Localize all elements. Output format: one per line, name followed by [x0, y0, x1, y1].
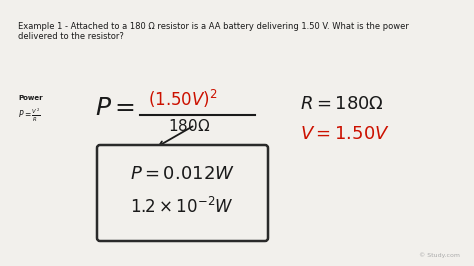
Text: © Study.com: © Study.com: [419, 252, 460, 258]
Text: $\it{P}=$: $\it{P}=$: [95, 96, 135, 120]
Text: $P=\frac{V^2}{R}$: $P=\frac{V^2}{R}$: [18, 107, 41, 124]
Text: $(1.50V)^2$: $(1.50V)^2$: [148, 88, 218, 110]
Text: $\it{P}=0.012W$: $\it{P}=0.012W$: [129, 165, 235, 183]
Text: Power: Power: [18, 95, 43, 101]
Text: Example 1 - Attached to a 180 Ω resistor is a AA battery delivering 1.50 V. What: Example 1 - Attached to a 180 Ω resistor…: [18, 22, 409, 41]
Text: $1.2\times10^{-2}W$: $1.2\times10^{-2}W$: [130, 197, 234, 217]
FancyBboxPatch shape: [97, 145, 268, 241]
Text: $\it{R}=180\Omega$: $\it{R}=180\Omega$: [300, 95, 384, 113]
Text: $\it{V}=1.50V$: $\it{V}=1.50V$: [300, 125, 390, 143]
Text: $180\Omega$: $180\Omega$: [168, 118, 210, 134]
